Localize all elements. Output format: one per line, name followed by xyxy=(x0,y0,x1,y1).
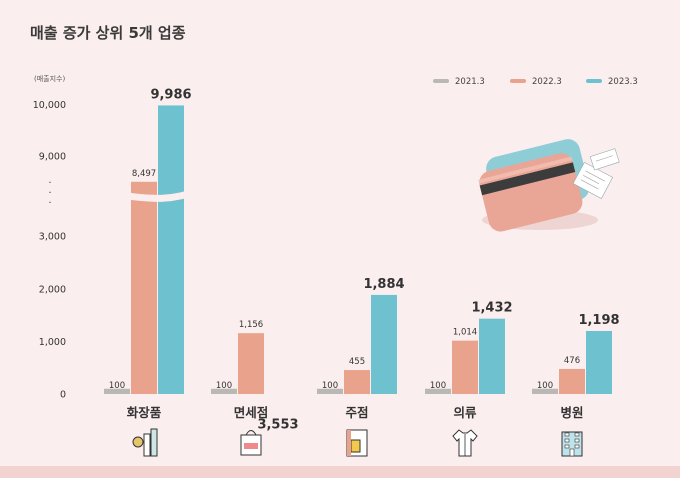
flower-shape xyxy=(132,436,144,448)
category-icons xyxy=(132,428,583,457)
data-label: 1,156 xyxy=(239,320,263,330)
menu-edge xyxy=(347,430,351,456)
bar xyxy=(104,388,130,394)
bar xyxy=(586,330,612,394)
category-labels: 화장품 면세점 주점 의류 병원 xyxy=(127,405,584,420)
bottle-shape xyxy=(143,433,151,457)
bar xyxy=(479,318,505,394)
y-axis-unit-label: (매출지수) xyxy=(34,74,65,83)
axis-break-dot: · xyxy=(48,188,51,199)
cosmetics-icon xyxy=(132,428,158,457)
data-label: 1,432 xyxy=(471,301,512,316)
bar xyxy=(158,105,184,394)
y-tick-label: 3,000 xyxy=(39,232,66,243)
bar xyxy=(559,368,585,394)
data-label: 1,198 xyxy=(578,313,619,328)
window xyxy=(574,438,580,443)
bar xyxy=(452,340,478,394)
bar xyxy=(344,370,370,394)
data-label: 100 xyxy=(322,381,338,391)
window xyxy=(564,432,570,437)
bottle-shape xyxy=(150,428,158,457)
y-tick-label: 9,000 xyxy=(39,152,66,163)
bag-tag xyxy=(244,443,258,449)
legend-swatch xyxy=(586,79,602,83)
legend-swatch xyxy=(433,79,449,83)
bars-layer xyxy=(94,105,612,394)
y-tick-label: 0 xyxy=(60,390,66,401)
beer-glass xyxy=(350,439,361,453)
legend-label: 2023.3 xyxy=(608,77,638,87)
duty-free-bag-icon xyxy=(240,430,262,456)
legend-swatch xyxy=(510,79,526,83)
value-labels-layer: 100 8,497 9,986 100 1,156 3,553 100 455 1,884 100… xyxy=(109,87,620,432)
bar xyxy=(371,294,397,394)
bar xyxy=(131,181,157,394)
data-label: 1,014 xyxy=(453,328,477,338)
data-label: 1,884 xyxy=(363,277,404,292)
bar xyxy=(425,388,451,394)
data-label: 100 xyxy=(216,381,232,391)
bottom-band xyxy=(0,466,680,478)
window xyxy=(564,438,570,443)
axis-break-dot: · xyxy=(48,198,51,209)
window xyxy=(564,444,570,449)
y-tick-label: 2,000 xyxy=(39,284,66,295)
window xyxy=(574,432,580,437)
data-label: 3,553 xyxy=(257,417,298,432)
y-tick-label: 10,000 xyxy=(33,100,66,111)
category-label: 주점 xyxy=(345,405,368,420)
data-label: 9,986 xyxy=(150,87,191,102)
hospital-building-icon xyxy=(561,431,583,457)
data-label: 100 xyxy=(537,381,553,391)
bar xyxy=(211,388,237,394)
bag-handle xyxy=(245,430,257,436)
beer-menu-icon xyxy=(346,429,368,457)
credit-card-illustration xyxy=(478,139,620,232)
category-label: 병원 xyxy=(560,405,583,420)
shirt-icon xyxy=(452,429,478,457)
legend: 2021.3 2022.3 2023.3 xyxy=(433,77,638,87)
bar xyxy=(532,388,558,394)
axis-break-dot: · xyxy=(48,178,51,189)
data-label: 455 xyxy=(349,357,365,367)
category-label: 면세점 xyxy=(234,405,269,420)
data-label: 100 xyxy=(430,381,446,391)
window xyxy=(574,444,580,449)
y-tick-label: 1,000 xyxy=(39,337,66,348)
data-label: 8,497 xyxy=(132,169,156,179)
category-label: 화장품 xyxy=(127,405,162,420)
door xyxy=(569,448,575,457)
legend-label: 2022.3 xyxy=(532,77,562,87)
bar xyxy=(238,333,264,394)
category-label: 의류 xyxy=(453,405,477,420)
bar xyxy=(317,388,343,394)
data-label: 100 xyxy=(109,381,125,391)
page-title: 매출 증가 상위 5개 업종 xyxy=(30,24,186,42)
axis-break-wave xyxy=(94,186,202,204)
legend-label: 2021.3 xyxy=(455,77,485,87)
data-label: 476 xyxy=(564,356,580,366)
